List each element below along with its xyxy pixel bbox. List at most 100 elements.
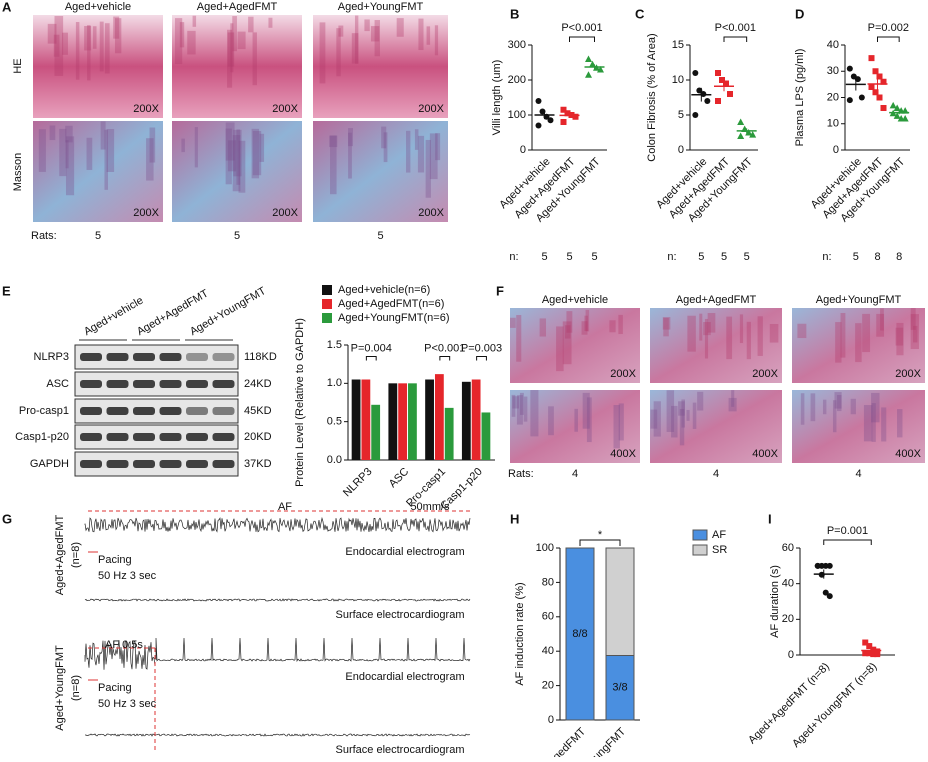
data-point — [901, 115, 909, 122]
y-axis-label: Protein Level (Relative to GAPDH) — [294, 318, 306, 487]
pacing-label: Pacing — [98, 682, 132, 694]
blot-strip — [74, 371, 239, 397]
blot-band — [106, 460, 129, 468]
n-value: 5 — [591, 251, 597, 263]
ecg-trace — [84, 640, 156, 670]
legend-swatch — [322, 285, 332, 295]
y-tick-label: 0 — [548, 714, 554, 726]
tissue-detail — [728, 397, 737, 412]
tissue-detail — [230, 23, 234, 73]
blot-band — [212, 433, 235, 441]
tissue-detail — [75, 22, 80, 80]
tissue-detail — [62, 32, 68, 55]
tissue-detail — [374, 20, 380, 57]
blot-band — [80, 380, 102, 388]
panel-letter: B — [510, 6, 519, 21]
y-tick-label: 40 — [827, 39, 839, 51]
tissue-detail — [383, 132, 388, 163]
tissue-detail — [174, 18, 183, 65]
y-tick-label: 80 — [542, 576, 554, 588]
tissue-detail — [227, 29, 233, 88]
data-point — [814, 562, 821, 569]
bar — [371, 404, 381, 460]
data-point — [893, 104, 901, 111]
magnification: 200X — [418, 207, 444, 219]
tissue-detail — [662, 317, 671, 330]
tissue-detail — [49, 125, 56, 141]
n-value: 8 — [874, 251, 880, 263]
tissue-detail — [268, 17, 273, 28]
sig-bracket — [476, 356, 487, 361]
legend-swatch — [692, 529, 708, 541]
tissue-detail — [530, 390, 539, 437]
tissue-detail — [681, 399, 685, 428]
tissue-detail — [863, 405, 873, 442]
bar — [481, 412, 491, 460]
tissue-detail — [746, 321, 751, 360]
tissue-detail — [692, 402, 697, 429]
tissue-detail — [862, 313, 871, 353]
annotation: P=0.001 — [827, 525, 868, 537]
tissue-detail — [187, 30, 196, 55]
tissue-detail — [653, 401, 661, 437]
tissue-detail — [251, 128, 260, 179]
tissue-detail — [84, 26, 92, 51]
y-tick-label: 15 — [672, 39, 684, 51]
data-point — [880, 78, 887, 85]
tissue-detail — [769, 323, 779, 343]
group-label: Aged+AgedFMT — [54, 515, 66, 596]
tissue-detail — [663, 317, 669, 337]
legend-label: AF — [712, 529, 726, 541]
data-point — [862, 650, 869, 657]
panel-letter: A — [2, 0, 12, 14]
tissue-detail — [47, 23, 57, 44]
panel-letter: I — [768, 511, 772, 526]
tissue-detail — [252, 130, 262, 176]
magnification: 400X — [895, 448, 921, 460]
tissue-detail — [259, 133, 265, 162]
group-label: Aged+vehicle — [82, 295, 145, 339]
data-point — [597, 66, 604, 73]
blot-band — [212, 460, 235, 468]
data-point — [692, 70, 699, 76]
x-tick-label: ASC — [387, 466, 412, 491]
tissue-detail — [650, 409, 658, 429]
tissue-detail — [666, 390, 675, 432]
tissue-detail — [913, 325, 918, 343]
tissue-detail — [336, 28, 341, 77]
tissue-detail — [99, 21, 104, 72]
tissue-detail — [832, 400, 837, 433]
legend-label: Aged+AgedFMT(n=6) — [338, 298, 444, 310]
tissue-detail — [703, 322, 711, 336]
tissue-detail — [585, 309, 590, 332]
magnification: 200X — [752, 368, 778, 380]
pacing-detail: 50 Hz 3 sec — [98, 570, 157, 582]
tissue-detail — [38, 129, 46, 172]
annotation: P=0.004 — [351, 342, 392, 354]
data-point — [749, 131, 757, 138]
tissue-detail — [348, 128, 353, 147]
bar — [361, 379, 371, 460]
blot-band — [106, 353, 129, 361]
tissue-detail — [880, 308, 884, 331]
y-tick-label: 100 — [508, 109, 526, 121]
micrograph — [650, 308, 782, 383]
blot-band — [186, 407, 208, 415]
tissue-detail — [697, 391, 704, 411]
tissue-detail — [512, 396, 520, 409]
group-n: (n=8) — [70, 542, 82, 568]
rats-count: 5 — [95, 230, 101, 242]
micrograph — [172, 15, 302, 118]
y-tick-label: 0.0 — [327, 454, 342, 466]
blot-band — [212, 380, 235, 388]
data-point — [846, 65, 853, 72]
blot-band — [133, 380, 155, 388]
tissue-detail — [562, 321, 572, 365]
rats-count: 4 — [572, 468, 578, 480]
sig-bracket — [569, 36, 595, 42]
bar — [408, 383, 417, 460]
n-value: 5 — [541, 251, 547, 263]
n-value: 5 — [744, 251, 750, 263]
tissue-detail — [181, 138, 185, 153]
tissue-detail — [910, 314, 919, 350]
